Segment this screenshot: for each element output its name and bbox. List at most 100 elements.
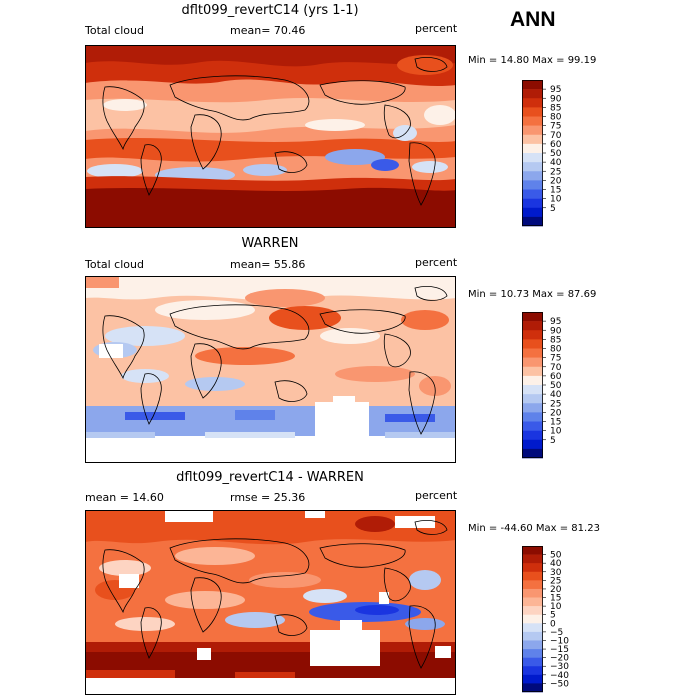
panel-3-units-label: percent [415,489,458,502]
colorbar-tick-label: 75 [550,354,561,364]
colorbar-tick-label: 10 [550,195,562,205]
colorbar-swatch [522,207,543,218]
panel-1-map [85,45,456,228]
colorbar-tick-label: 85 [550,335,561,345]
colorbar-swatch [522,614,543,624]
colorbar-tick-label: −10 [550,636,569,646]
colorbar-frame [522,312,543,458]
colorbar-tick-label: −5 [550,628,563,638]
colorbar-tick-label: 60 [550,140,562,150]
colorbar-swatch [522,649,543,658]
colorbar-tick-label: 90 [550,94,562,104]
colorbar-tick-label: 25 [550,576,561,586]
colorbar-tick-label: 15 [550,418,561,428]
colorbar-tick-label: 40 [550,158,562,168]
colorbar-tick-label: 25 [550,167,561,177]
colorbar-tick-label: 25 [550,399,561,409]
colorbar-frame [522,546,543,692]
colorbar-swatch [522,330,543,340]
colorbar-tick-label: 20 [550,585,562,595]
colorbar-tick-label: 10 [550,602,562,612]
colorbar-swatch [522,153,543,163]
colorbar-swatch [522,403,543,413]
colorbar-tick-label: 20 [550,176,562,186]
colorbar-tick-label: 80 [550,113,562,123]
colorbar-swatch [522,563,543,573]
colorbar-swatch [522,571,543,581]
colorbar-swatch [522,162,543,172]
colorbar-swatch [522,631,543,641]
colorbar-swatch [522,448,543,459]
colorbar-swatch [522,588,543,598]
panel-2-map [85,276,456,463]
panel-1-variable-label: Total cloud [85,24,144,37]
panel-3-rmse-label: rmse = 25.36 [230,491,306,504]
colorbar-swatch [522,421,543,431]
colorbar-tick-label: 40 [550,390,562,400]
panel-3-mean-label: mean = 14.60 [85,491,164,504]
colorbar-swatch [522,312,543,322]
colorbar-tick-label: 30 [550,568,562,578]
colorbar-swatch [522,623,543,633]
panel-2-units-label: percent [415,256,458,269]
colorbar-tick-label: 95 [550,317,561,327]
panel-1-units-label: percent [415,22,458,35]
colorbar-tick-label: 0 [550,619,556,629]
colorbar-swatch [522,366,543,377]
colorbar-swatch [522,116,543,126]
colorbar-swatch [522,198,543,209]
colorbar-tick-label: 70 [550,363,562,373]
colorbar-tick-label: −15 [550,645,569,655]
colorbar-tick-label: 80 [550,345,562,355]
colorbar-swatch [522,189,543,199]
panel-3-map [85,510,456,695]
colorbar-swatch [522,339,543,349]
colorbar-swatch [522,439,543,450]
colorbar-swatch [522,606,543,616]
colorbar-tick-label: 60 [550,372,562,382]
colorbar-tick-label: 50 [550,551,562,561]
colorbar-tick-label: 5 [550,611,556,621]
colorbar-swatch [522,143,543,154]
colorbar-tick-label: 85 [550,103,561,113]
colorbar-swatch [522,412,543,422]
panel-3-title: dflt099_revertC14 - WARREN [176,470,364,485]
colorbar-swatch [522,125,543,136]
colorbar-tick-label: −50 [550,679,569,689]
colorbar-swatch [522,216,543,227]
colorbar-swatch [522,430,543,441]
colorbar-tick-label: −20 [550,654,569,664]
colorbar-swatch [522,375,543,386]
colorbar-swatch [522,385,543,395]
panel-3-minmax: Min = -44.60 Max = 81.23 [468,523,600,534]
colorbar-tick-label: 5 [550,436,556,446]
panel-2-minmax: Min = 10.73 Max = 87.69 [468,289,597,300]
panel-1-minmax: Min = 14.80 Max = 99.19 [468,55,597,66]
colorbar-swatch [522,640,543,650]
panel-2-title: WARREN [241,236,299,251]
colorbar-frame [522,80,543,226]
colorbar-tick-label: 10 [550,427,562,437]
colorbar-swatch [522,597,543,607]
colorbar-swatch [522,89,543,99]
colorbar-tick-label: 50 [550,381,562,391]
colorbar-swatch [522,357,543,368]
colorbar-tick-label: 70 [550,131,562,141]
colorbar-swatch [522,666,543,676]
colorbar-swatch [522,171,543,181]
colorbar-swatch [522,107,543,117]
colorbar-swatch [522,321,543,331]
panel-1-title: dflt099_revertC14 (yrs 1-1) [181,3,359,18]
colorbar-tick-label: −30 [550,662,569,672]
colorbar-swatch [522,80,543,90]
colorbar-swatch [522,554,543,564]
colorbar-tick-label: 15 [550,594,561,604]
colorbar-swatch [522,394,543,404]
panel-2-variable-label: Total cloud [85,258,144,271]
colorbar-swatch [522,348,543,358]
colorbar-tick-label: 15 [550,186,561,196]
colorbar-tick-label: 5 [550,204,556,214]
colorbar-swatch [522,546,543,555]
